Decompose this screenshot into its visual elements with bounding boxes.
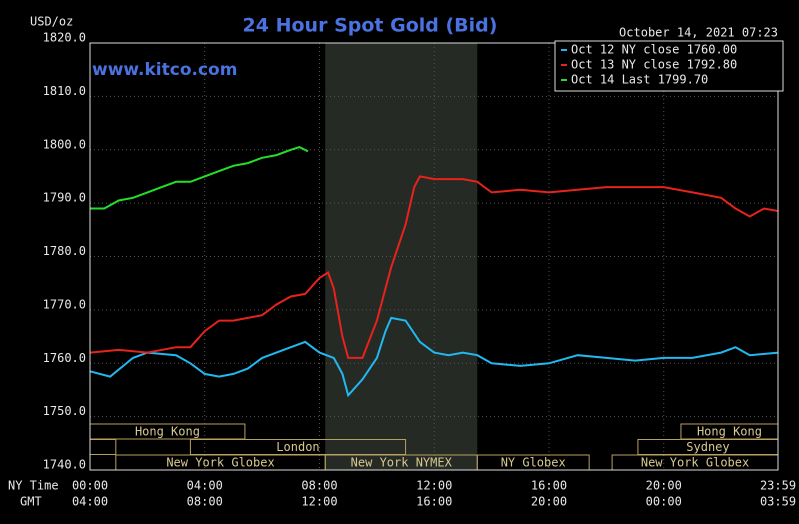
x2-tick-label: 03:59	[760, 495, 796, 509]
x-tick-label: 08:00	[301, 479, 337, 493]
series-line	[89, 175, 779, 359]
y-tick-label: 1760.0	[43, 351, 86, 365]
y-tick-label: 1740.0	[43, 458, 86, 472]
x2-tick-label: 16:00	[416, 495, 452, 509]
legend-label: Oct 13 NY close 1792.80	[571, 58, 737, 72]
series-line	[90, 146, 309, 210]
x2-tick-label: 00:00	[646, 495, 682, 509]
x-tick-label: 04:00	[187, 479, 223, 493]
x-tick-label: 16:00	[531, 479, 567, 493]
source-label: www.kitco.com	[92, 60, 237, 80]
x2-axis-label: GMT	[20, 495, 42, 509]
plot-border	[89, 42, 779, 471]
session-label: New York Globex	[166, 456, 274, 470]
session-label: NY Globex	[501, 456, 566, 470]
session-label: New York Globex	[641, 456, 749, 470]
x2-tick-label: 12:00	[301, 495, 337, 509]
x-axis-label: NY Time	[8, 479, 59, 493]
x2-tick-label: 08:00	[187, 495, 223, 509]
session-label: London	[276, 440, 319, 454]
legend-label: Oct 14 Last 1799.70	[571, 73, 708, 87]
y-axis-label: USD/oz	[30, 15, 73, 29]
x-tick-label: 12:00	[416, 479, 452, 493]
session-label: Hong Kong	[135, 425, 200, 439]
chart-title: 24 Hour Spot Gold (Bid)	[243, 15, 498, 37]
timestamp: October 14, 2021 07:23	[619, 26, 778, 40]
y-tick-label: 1750.0	[43, 404, 86, 418]
y-tick-label: 1820.0	[43, 31, 86, 45]
session-label: New York NYMEX	[351, 456, 453, 470]
y-tick-label: 1780.0	[43, 244, 86, 258]
x-tick-label: 20:00	[646, 479, 682, 493]
series-line	[89, 316, 779, 398]
session-label: Sydney	[686, 440, 729, 454]
x-tick-label: 23:59	[760, 479, 796, 493]
x-tick-label: 00:00	[72, 479, 108, 493]
y-tick-label: 1790.0	[43, 191, 86, 205]
x2-tick-label: 20:00	[531, 495, 567, 509]
x2-tick-label: 04:00	[72, 495, 108, 509]
y-tick-label: 1810.0	[43, 84, 86, 98]
legend-label: Oct 12 NY close 1760.00	[571, 43, 737, 57]
session-label: Hong Kong	[697, 425, 762, 439]
y-tick-label: 1770.0	[43, 297, 86, 311]
legend-box	[554, 40, 784, 92]
y-tick-label: 1800.0	[43, 137, 86, 151]
session-box	[89, 439, 117, 455]
